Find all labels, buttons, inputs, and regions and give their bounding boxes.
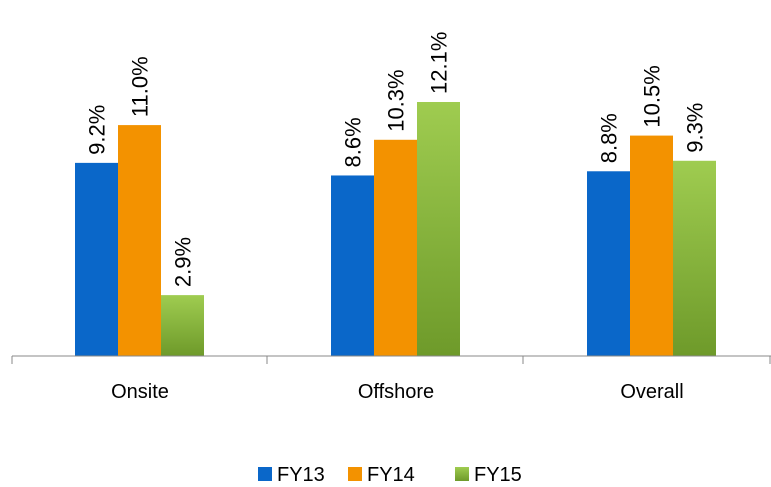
category-label-overall: Overall (620, 381, 683, 403)
bar-fy14-offshore (374, 139, 417, 356)
data-label-fy14-onsite: 11.0% (128, 56, 153, 117)
legend-swatch-fy13 (258, 467, 272, 481)
legend-swatch-fy15 (455, 467, 469, 481)
legend-label-fy13: FY13 (277, 464, 325, 486)
x-axis: Onsite Offshore Overall (11, 355, 771, 403)
legend-item-fy13: FY13 (258, 464, 325, 486)
bar-fy15-offshore (417, 102, 460, 356)
bar-fy14-onsite (118, 125, 161, 356)
legend-item-fy15: FY15 (455, 464, 522, 486)
legend-item-fy14: FY14 (348, 464, 415, 486)
bar-fy15-overall (673, 160, 716, 356)
data-label-fy15-overall: 9.3% (683, 103, 708, 153)
legend-label-fy15: FY15 (474, 464, 522, 486)
data-label-fy13-offshore: 8.6% (341, 117, 366, 167)
bar-fy13-offshore (331, 175, 374, 356)
data-label-fy14-offshore: 10.3% (384, 69, 409, 131)
bars-layer (75, 102, 716, 356)
bar-fy13-onsite (75, 162, 118, 356)
data-label-fy15-offshore: 12.1% (427, 32, 452, 94)
legend-label-fy14: FY14 (367, 464, 415, 486)
data-label-fy15-onsite: 2.9% (171, 237, 196, 287)
bar-fy14-overall (630, 135, 673, 356)
legend-swatch-fy14 (348, 467, 362, 481)
data-label-fy13-overall: 8.8% (597, 113, 622, 163)
data-label-fy13-onsite: 9.2% (85, 105, 110, 155)
category-label-onsite: Onsite (111, 381, 169, 403)
bar-fy15-onsite (161, 295, 204, 356)
legend: FY13 FY14 FY15 (258, 464, 522, 486)
category-label-offshore: Offshore (358, 381, 434, 403)
data-labels-layer: 9.2% 8.6% 8.8% 11.0% 10.3% 10.5% 2.9% 12.1% 9.3% (85, 32, 708, 288)
data-label-fy14-overall: 10.5% (640, 65, 665, 127)
bar-fy13-overall (587, 171, 630, 356)
